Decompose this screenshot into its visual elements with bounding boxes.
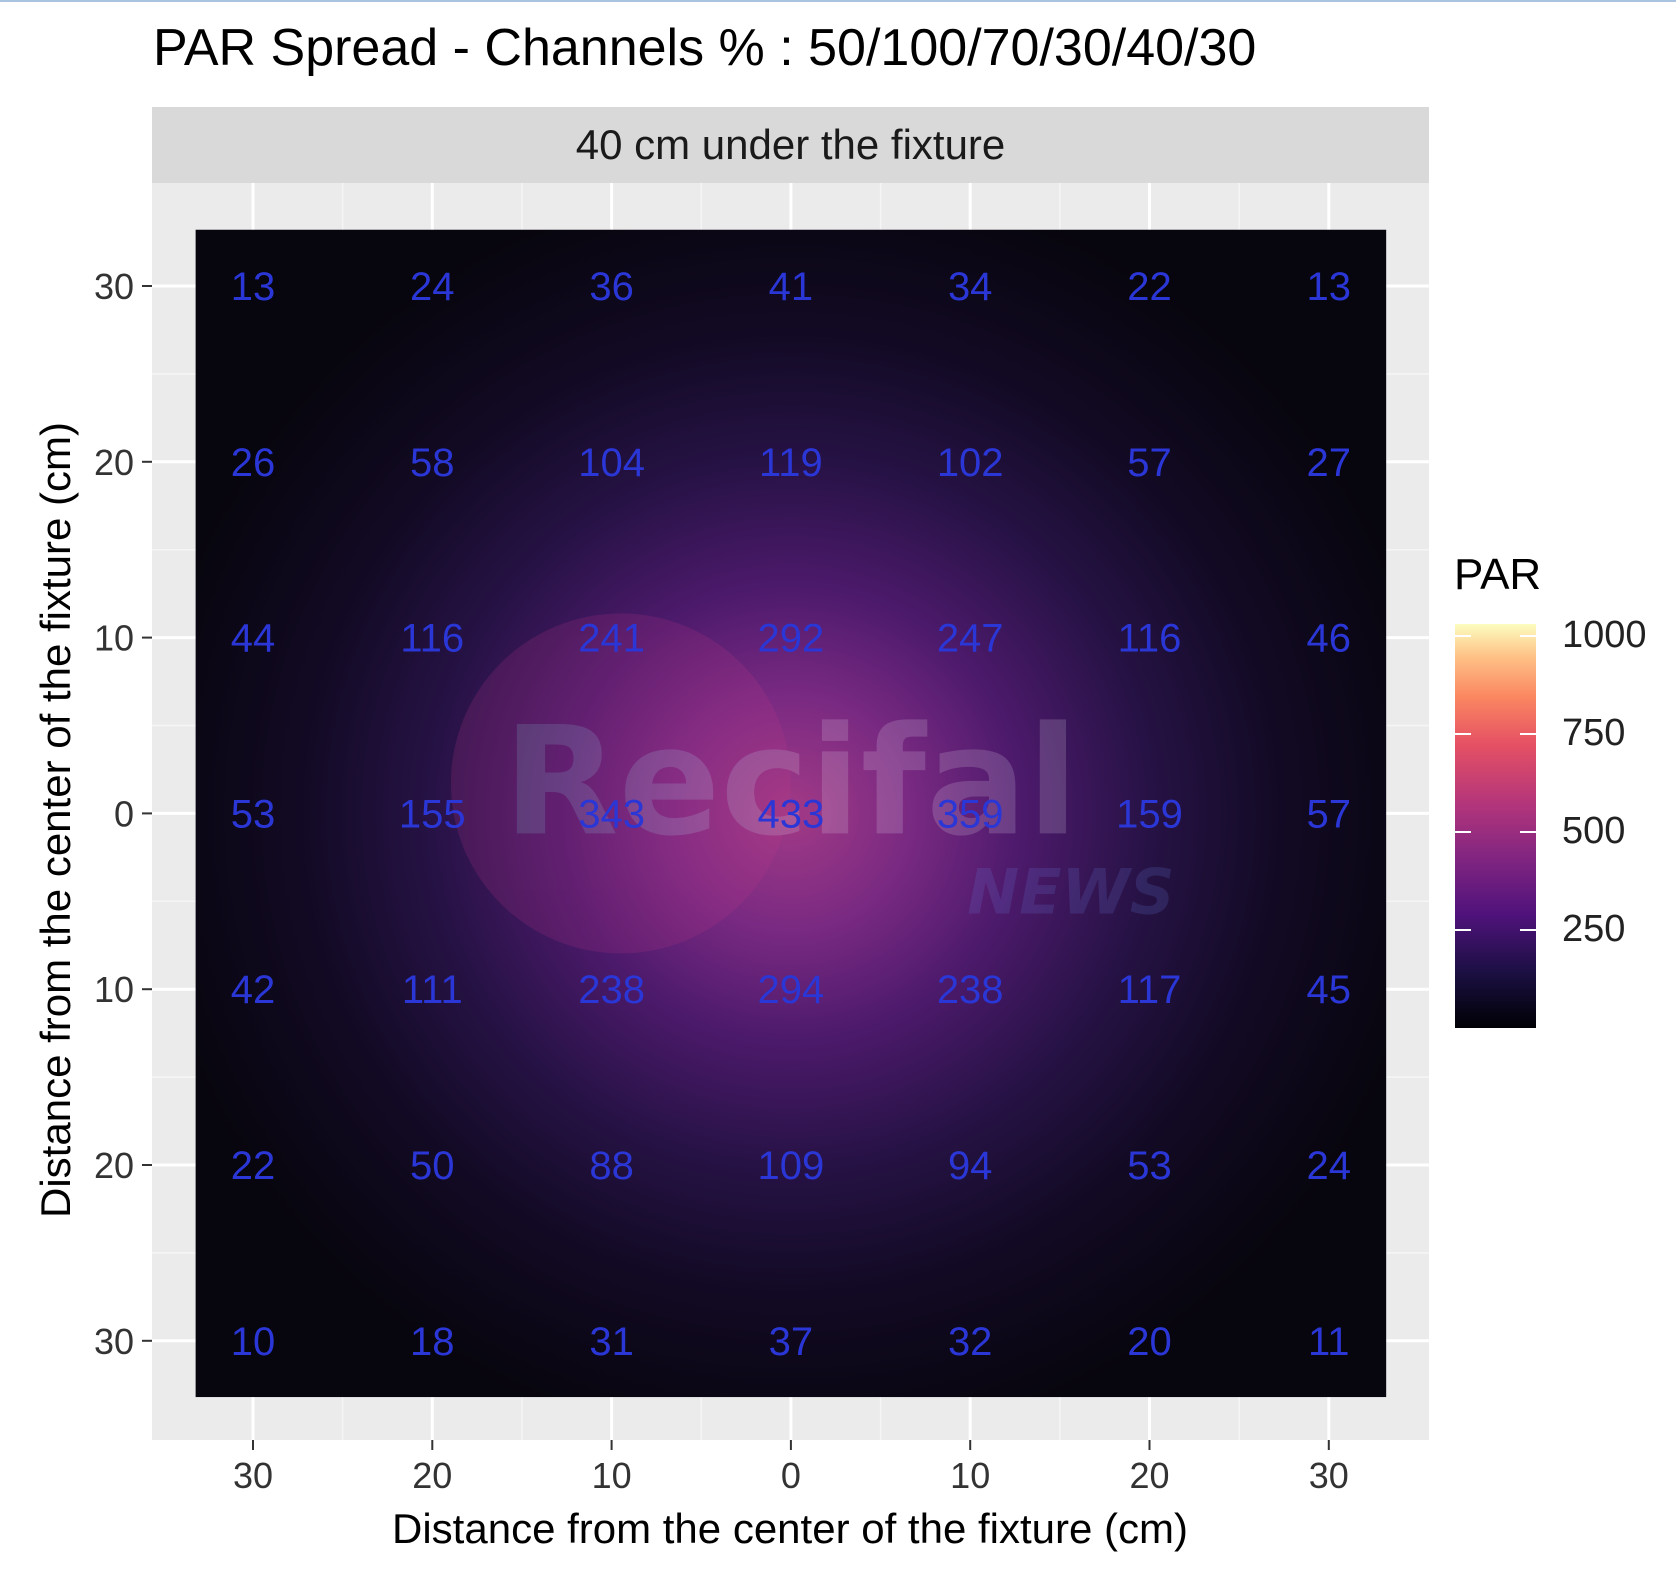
cell-value-label: 116 (1118, 617, 1182, 661)
cell-value-label: 343 (578, 792, 645, 836)
window-top-border (0, 0, 1676, 2)
watermark-sub: NEWS (967, 855, 1174, 928)
cell-value-label: 37 (769, 1320, 814, 1364)
y-tick-label: 30 (94, 1321, 134, 1362)
cell-value-label: 31 (589, 1320, 634, 1364)
cell-value-label: 53 (231, 792, 276, 836)
x-tick-label: 10 (950, 1455, 990, 1496)
cell-value-label: 24 (410, 265, 455, 309)
cell-value-label: 241 (578, 617, 645, 661)
legend-title: PAR (1454, 550, 1542, 599)
cell-value-label: 13 (1307, 265, 1352, 309)
legend-label: 750 (1562, 711, 1626, 754)
y-axis-ticks: 30 20 10 0 10 20 30 (94, 266, 152, 1362)
y-tick-label: 10 (94, 618, 134, 659)
watermark-brand: Recifal (503, 695, 1078, 869)
heatmap-surface (195, 229, 1387, 1398)
x-tick-label: 20 (412, 1455, 452, 1496)
watermark-disc (450, 613, 791, 954)
legend-label: 250 (1562, 907, 1626, 950)
facet-strip (152, 107, 1429, 183)
cell-value-label: 46 (1307, 617, 1352, 661)
cell-value-label: 104 (578, 441, 645, 485)
cell-value-label: 13 (231, 265, 276, 309)
cell-value-label: 109 (758, 1144, 825, 1188)
y-tick-label: 20 (94, 1145, 134, 1186)
cell-value-label: 359 (937, 792, 1004, 836)
cell-value-label: 102 (937, 441, 1004, 485)
x-tick-label: 10 (592, 1455, 632, 1496)
cell-value-label: 44 (231, 617, 276, 661)
cell-value-label: 247 (937, 617, 1004, 661)
cell-value-label: 42 (231, 968, 276, 1012)
y-tick-label: 0 (114, 793, 134, 834)
x-tick-label: 30 (1309, 1455, 1349, 1496)
cell-value-label: 45 (1307, 968, 1352, 1012)
cell-value-label: 18 (410, 1320, 455, 1364)
cell-value-label: 238 (937, 968, 1004, 1012)
legend-tick (1520, 732, 1536, 735)
cell-value-label: 58 (410, 441, 455, 485)
cell-labels: 13 24 36 41 34 22 13 26 58 104 119 102 57 27 44 116 241 2… (231, 265, 1351, 1364)
y-tick-label: 30 (94, 266, 134, 307)
cell-value-label: 119 (759, 441, 823, 485)
cell-value-label: 20 (1127, 1320, 1172, 1364)
cell-value-label: 88 (589, 1144, 634, 1188)
cell-value-label: 116 (400, 617, 464, 661)
cell-value-label: 53 (1127, 1144, 1172, 1188)
cell-value-label: 34 (948, 265, 993, 309)
cell-value-label: 117 (1118, 968, 1182, 1012)
x-tick-label: 20 (1129, 1455, 1169, 1496)
recifal-watermark: Recifal NEWS (450, 613, 1175, 954)
x-tick-label: 0 (781, 1455, 801, 1496)
cell-value-label: 155 (399, 792, 466, 836)
cell-value-label: 41 (769, 265, 814, 309)
cell-value-label: 50 (410, 1144, 455, 1188)
legend-tick (1455, 732, 1471, 735)
y-tick-label: 20 (94, 442, 134, 483)
y-tick-label: 10 (94, 969, 134, 1010)
x-axis-label: Distance from the center of the fixture … (392, 1505, 1188, 1552)
legend-tick (1520, 830, 1536, 833)
x-axis-ticks: 30 20 10 0 10 20 30 (233, 1440, 1349, 1496)
cell-value-label: 57 (1127, 441, 1172, 485)
cell-value-label: 292 (758, 617, 825, 661)
cell-value-label: 10 (231, 1320, 276, 1364)
legend-tick (1455, 928, 1471, 931)
cell-value-label: 26 (231, 441, 276, 485)
cell-value-label: 22 (1127, 265, 1172, 309)
cell-value-label: 22 (231, 1144, 276, 1188)
cell-value-label: 159 (1116, 792, 1183, 836)
legend-label: 1000 (1562, 613, 1647, 656)
cell-value-label: 57 (1307, 792, 1352, 836)
legend-label: 500 (1562, 809, 1626, 852)
cell-value-label: 11 (1308, 1320, 1350, 1364)
legend-tick (1455, 634, 1471, 637)
x-tick-label: 30 (233, 1455, 273, 1496)
cell-value-label: 94 (948, 1144, 993, 1188)
legend-colorbar (1455, 624, 1536, 1028)
cell-value-label: 24 (1307, 1144, 1352, 1188)
cell-value-label: 294 (758, 968, 825, 1012)
cell-value-label: 111 (402, 968, 463, 1012)
cell-value-label: 27 (1307, 441, 1352, 485)
legend-tick (1455, 830, 1471, 833)
y-axis-label: Distance from the center of the fixture … (32, 422, 79, 1218)
legend-tick (1520, 928, 1536, 931)
cell-value-label: 433 (758, 792, 825, 836)
chart-title: PAR Spread - Channels % : 50/100/70/30/4… (153, 19, 1257, 77)
cell-value-label: 32 (948, 1320, 993, 1364)
cell-value-label: 36 (589, 265, 634, 309)
cell-value-label: 238 (578, 968, 645, 1012)
legend-tick (1520, 634, 1536, 637)
facet-label: 40 cm under the fixture (575, 121, 1006, 168)
